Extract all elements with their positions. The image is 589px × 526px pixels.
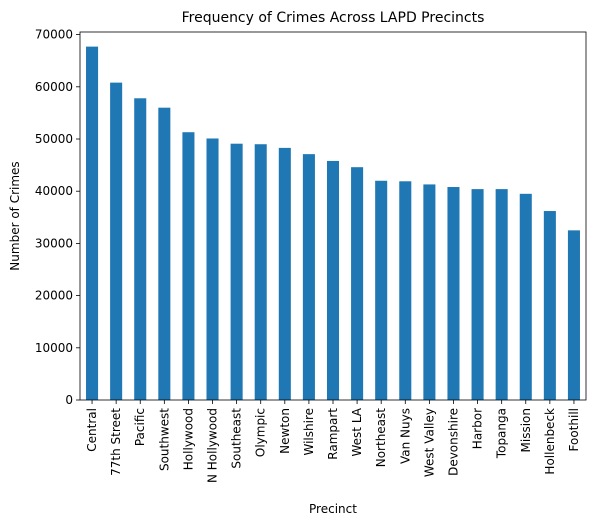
bar-8 — [278, 147, 291, 400]
chart-title: Frequency of Crimes Across LAPD Precinct… — [182, 10, 485, 26]
bar-2 — [134, 98, 147, 400]
x-tick-label: N Hollywood — [206, 408, 220, 483]
x-axis: Central 77th Street Pacific Southwest Hollyw… — [85, 400, 581, 483]
bar-17 — [495, 189, 508, 400]
x-tick-label: Southwest — [157, 408, 171, 471]
y-tick-label: 40000 — [35, 184, 73, 198]
bar-6 — [230, 143, 243, 401]
bar-15 — [447, 187, 460, 400]
x-tick-label: West LA — [350, 407, 364, 456]
x-tick-label: Olympic — [254, 408, 268, 457]
bar-1 — [110, 82, 123, 400]
bar-5 — [206, 138, 219, 400]
x-tick-label: 77th Street — [109, 408, 123, 476]
x-tick-label: West Valley — [422, 408, 436, 477]
x-tick-label: Southeast — [230, 408, 244, 469]
bar-0 — [86, 46, 99, 401]
x-tick-label: Hollywood — [181, 408, 195, 470]
x-tick-label: Harbor — [471, 408, 485, 449]
y-tick-label: 60000 — [35, 80, 73, 94]
x-tick-label: Northeast — [374, 408, 388, 468]
x-tick-label: Mission — [519, 408, 533, 452]
y-axis-title: Number of Crimes — [8, 161, 22, 270]
bar-7 — [254, 144, 267, 400]
bar-11 — [351, 167, 364, 400]
bar-13 — [399, 181, 412, 400]
x-tick-label: Pacific — [133, 408, 147, 446]
x-axis-title: Precinct — [309, 502, 357, 516]
bar-16 — [471, 189, 484, 400]
y-axis: 0 10000 20000 30000 40000 50000 60000 70000 — [35, 28, 80, 407]
x-tick-label: Rampart — [326, 408, 340, 460]
x-tick-label: Central — [85, 408, 99, 452]
x-tick-label: Devonshire — [446, 408, 460, 476]
bar-4 — [182, 132, 195, 400]
bars-group — [86, 46, 580, 401]
y-tick-label: 0 — [65, 393, 73, 407]
bar-10 — [326, 160, 340, 400]
x-tick-label: Wilshire — [302, 408, 316, 456]
bar-14 — [423, 184, 436, 400]
plot-frame — [79, 31, 587, 401]
bar-9 — [302, 154, 315, 400]
x-tick-label: Hollenbeck — [543, 408, 557, 475]
y-tick-label: 20000 — [35, 289, 73, 303]
bar-3 — [158, 107, 171, 401]
bar-19 — [543, 211, 556, 400]
y-tick-label: 30000 — [35, 236, 73, 250]
bar-20 — [567, 230, 580, 400]
y-tick-label: 50000 — [35, 132, 73, 146]
x-tick-label: Newton — [278, 408, 292, 454]
x-tick-label: Topanga — [495, 408, 509, 459]
y-tick-label: 10000 — [35, 341, 73, 355]
x-tick-label: Foothill — [567, 408, 581, 451]
bar-12 — [375, 180, 388, 400]
y-tick-label: 70000 — [35, 28, 73, 42]
bar-18 — [519, 193, 532, 400]
x-tick-label: Van Nuys — [398, 408, 412, 464]
